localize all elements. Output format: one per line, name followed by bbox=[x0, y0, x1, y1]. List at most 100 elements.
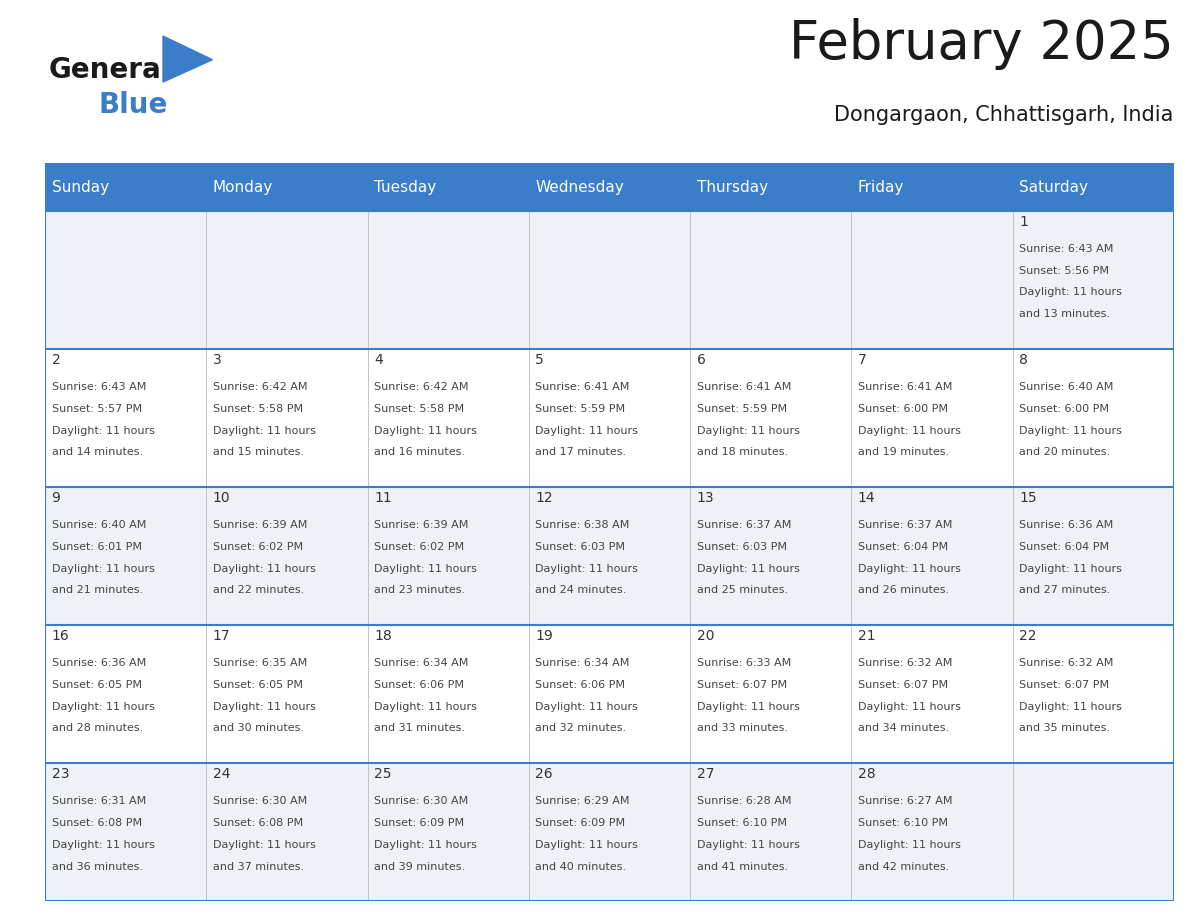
Bar bbox=[1012, 487, 1174, 625]
Bar bbox=[45, 211, 207, 349]
Bar bbox=[529, 211, 690, 349]
Text: Sunrise: 6:34 AM: Sunrise: 6:34 AM bbox=[536, 658, 630, 668]
Text: Sunrise: 6:39 AM: Sunrise: 6:39 AM bbox=[374, 520, 468, 530]
Text: and 31 minutes.: and 31 minutes. bbox=[374, 723, 465, 733]
Text: February 2025: February 2025 bbox=[789, 18, 1174, 71]
Bar bbox=[207, 764, 367, 901]
Text: Sunset: 6:04 PM: Sunset: 6:04 PM bbox=[858, 542, 948, 552]
Text: Daylight: 11 hours: Daylight: 11 hours bbox=[51, 426, 154, 435]
Text: Daylight: 11 hours: Daylight: 11 hours bbox=[858, 426, 961, 435]
Bar bbox=[45, 349, 207, 487]
Text: 19: 19 bbox=[536, 629, 554, 643]
Text: General: General bbox=[49, 56, 171, 84]
Text: and 13 minutes.: and 13 minutes. bbox=[1019, 309, 1110, 319]
Bar bbox=[367, 764, 529, 901]
Text: Sunrise: 6:37 AM: Sunrise: 6:37 AM bbox=[696, 520, 791, 530]
Bar bbox=[1012, 211, 1174, 349]
Text: Sunrise: 6:43 AM: Sunrise: 6:43 AM bbox=[1019, 244, 1113, 253]
Text: 15: 15 bbox=[1019, 491, 1037, 505]
Text: 1: 1 bbox=[1019, 215, 1028, 229]
Text: Sunrise: 6:41 AM: Sunrise: 6:41 AM bbox=[536, 382, 630, 392]
Text: Daylight: 11 hours: Daylight: 11 hours bbox=[374, 840, 476, 850]
Text: Wednesday: Wednesday bbox=[536, 180, 624, 195]
Bar bbox=[207, 349, 367, 487]
Text: Sunset: 6:09 PM: Sunset: 6:09 PM bbox=[536, 818, 625, 828]
Bar bbox=[207, 625, 367, 764]
Text: Daylight: 11 hours: Daylight: 11 hours bbox=[696, 840, 800, 850]
Text: Sunset: 6:00 PM: Sunset: 6:00 PM bbox=[1019, 404, 1108, 414]
Text: Sunrise: 6:39 AM: Sunrise: 6:39 AM bbox=[213, 520, 308, 530]
Text: Tuesday: Tuesday bbox=[374, 180, 436, 195]
Text: and 28 minutes.: and 28 minutes. bbox=[51, 723, 143, 733]
Bar bbox=[529, 625, 690, 764]
Text: Sunset: 5:58 PM: Sunset: 5:58 PM bbox=[213, 404, 303, 414]
Text: Daylight: 11 hours: Daylight: 11 hours bbox=[536, 840, 638, 850]
Text: Daylight: 11 hours: Daylight: 11 hours bbox=[858, 840, 961, 850]
Text: Sunset: 6:05 PM: Sunset: 6:05 PM bbox=[213, 680, 303, 689]
Text: Daylight: 11 hours: Daylight: 11 hours bbox=[213, 701, 316, 711]
Text: 6: 6 bbox=[696, 353, 706, 367]
Text: and 23 minutes.: and 23 minutes. bbox=[374, 586, 466, 596]
Text: Sunrise: 6:40 AM: Sunrise: 6:40 AM bbox=[1019, 382, 1113, 392]
Text: Sunrise: 6:27 AM: Sunrise: 6:27 AM bbox=[858, 796, 953, 806]
Text: and 20 minutes.: and 20 minutes. bbox=[1019, 447, 1110, 457]
Text: Sunset: 6:07 PM: Sunset: 6:07 PM bbox=[858, 680, 948, 689]
Text: Sunset: 6:02 PM: Sunset: 6:02 PM bbox=[374, 542, 465, 552]
Text: Daylight: 11 hours: Daylight: 11 hours bbox=[1019, 701, 1121, 711]
Text: Sunrise: 6:32 AM: Sunrise: 6:32 AM bbox=[858, 658, 952, 668]
Bar bbox=[690, 211, 852, 349]
Text: 12: 12 bbox=[536, 491, 552, 505]
Text: Blue: Blue bbox=[99, 91, 168, 119]
Bar bbox=[45, 487, 207, 625]
Text: Dongargaon, Chhattisgarh, India: Dongargaon, Chhattisgarh, India bbox=[834, 106, 1174, 126]
Text: and 19 minutes.: and 19 minutes. bbox=[858, 447, 949, 457]
Text: Sunset: 5:56 PM: Sunset: 5:56 PM bbox=[1019, 265, 1108, 275]
Text: and 40 minutes.: and 40 minutes. bbox=[536, 861, 626, 871]
Text: and 15 minutes.: and 15 minutes. bbox=[213, 447, 304, 457]
Text: Friday: Friday bbox=[858, 180, 904, 195]
Text: 17: 17 bbox=[213, 629, 230, 643]
Text: Daylight: 11 hours: Daylight: 11 hours bbox=[536, 564, 638, 574]
Text: Sunrise: 6:37 AM: Sunrise: 6:37 AM bbox=[858, 520, 952, 530]
Text: Daylight: 11 hours: Daylight: 11 hours bbox=[374, 564, 476, 574]
Text: Monday: Monday bbox=[213, 180, 273, 195]
Text: 22: 22 bbox=[1019, 629, 1036, 643]
Bar bbox=[690, 487, 852, 625]
Bar bbox=[45, 163, 207, 211]
Text: 16: 16 bbox=[51, 629, 69, 643]
Text: 23: 23 bbox=[51, 767, 69, 781]
Text: Sunrise: 6:41 AM: Sunrise: 6:41 AM bbox=[696, 382, 791, 392]
Text: Sunrise: 6:42 AM: Sunrise: 6:42 AM bbox=[374, 382, 468, 392]
Text: and 21 minutes.: and 21 minutes. bbox=[51, 586, 143, 596]
Text: 26: 26 bbox=[536, 767, 552, 781]
Text: 9: 9 bbox=[51, 491, 61, 505]
Bar bbox=[1012, 349, 1174, 487]
Text: and 24 minutes.: and 24 minutes. bbox=[536, 586, 626, 596]
Text: and 18 minutes.: and 18 minutes. bbox=[696, 447, 788, 457]
Text: Sunrise: 6:35 AM: Sunrise: 6:35 AM bbox=[213, 658, 307, 668]
Text: Sunrise: 6:31 AM: Sunrise: 6:31 AM bbox=[51, 796, 146, 806]
Text: Sunrise: 6:29 AM: Sunrise: 6:29 AM bbox=[536, 796, 630, 806]
Bar bbox=[367, 487, 529, 625]
Text: Daylight: 11 hours: Daylight: 11 hours bbox=[1019, 287, 1121, 297]
Text: 8: 8 bbox=[1019, 353, 1028, 367]
Bar bbox=[367, 163, 529, 211]
Text: and 27 minutes.: and 27 minutes. bbox=[1019, 586, 1111, 596]
Text: Daylight: 11 hours: Daylight: 11 hours bbox=[536, 426, 638, 435]
Text: and 35 minutes.: and 35 minutes. bbox=[1019, 723, 1110, 733]
Text: Sunrise: 6:28 AM: Sunrise: 6:28 AM bbox=[696, 796, 791, 806]
Text: and 16 minutes.: and 16 minutes. bbox=[374, 447, 465, 457]
Polygon shape bbox=[163, 36, 213, 82]
Text: Sunset: 5:59 PM: Sunset: 5:59 PM bbox=[696, 404, 786, 414]
Bar bbox=[207, 487, 367, 625]
Bar bbox=[529, 487, 690, 625]
Text: Sunset: 6:05 PM: Sunset: 6:05 PM bbox=[51, 680, 141, 689]
Text: Sunrise: 6:33 AM: Sunrise: 6:33 AM bbox=[696, 658, 791, 668]
Text: 2: 2 bbox=[51, 353, 61, 367]
Text: Sunset: 6:09 PM: Sunset: 6:09 PM bbox=[374, 818, 465, 828]
Text: and 26 minutes.: and 26 minutes. bbox=[858, 586, 949, 596]
Text: Sunset: 6:03 PM: Sunset: 6:03 PM bbox=[536, 542, 625, 552]
Bar bbox=[207, 211, 367, 349]
Text: Daylight: 11 hours: Daylight: 11 hours bbox=[1019, 564, 1121, 574]
Text: 5: 5 bbox=[536, 353, 544, 367]
